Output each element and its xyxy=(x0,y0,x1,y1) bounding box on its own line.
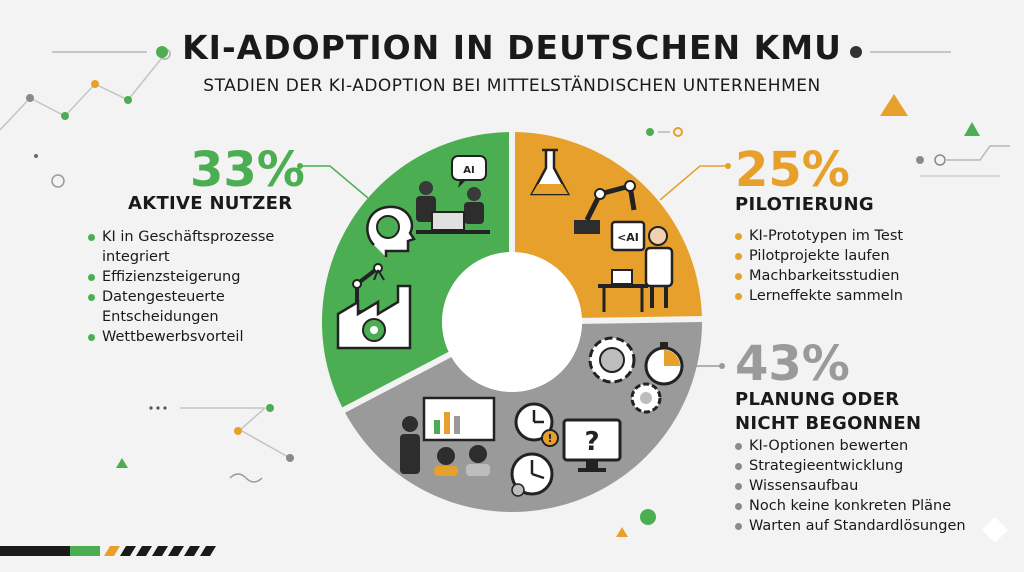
orange-connector xyxy=(659,165,728,201)
gray-slice-percent: 43% xyxy=(735,336,850,392)
svg-text:AI: AI xyxy=(463,165,474,176)
list-item: Machbarkeitsstudien xyxy=(733,266,963,286)
ai-chat-icon: AI xyxy=(451,155,487,188)
ai-screen-icon: <AI xyxy=(610,220,646,252)
lab-table-icon xyxy=(598,269,648,312)
business-people-icon xyxy=(416,181,490,234)
green-slice-heading: AKTIVE NUTZER xyxy=(128,193,293,214)
green-connector xyxy=(300,165,369,199)
list-item: KI in Geschäftsprozesse integriert xyxy=(86,227,301,267)
list-item: KI-Optionen bewerten xyxy=(733,436,983,456)
page-subtitle: STADIEN DER KI-ADOPTION BEI MITTELSTÄNDI… xyxy=(203,76,821,96)
list-item: Warten auf Standardlösungen xyxy=(733,516,983,536)
list-item: Wettbewerbsvorteil xyxy=(86,327,301,347)
list-item: Wissensaufbau xyxy=(733,476,983,496)
list-item: Lerneffekte sammeln xyxy=(733,286,963,306)
decorative-network-bottom-left xyxy=(116,404,294,483)
factory-gear-icon xyxy=(336,284,412,350)
decorative-diamond-bottom-right xyxy=(982,517,1008,543)
gray-connector-dot xyxy=(719,363,725,369)
presentation-icon xyxy=(400,396,496,476)
decorative-lines-left-title xyxy=(52,46,168,58)
clock-warning-icon: ! xyxy=(514,402,559,447)
list-item: Strategieentwicklung xyxy=(733,456,983,476)
decorative-network-right xyxy=(880,94,1010,177)
donut-center xyxy=(442,252,582,392)
list-item: Datengesteuerte Entscheidungen xyxy=(86,287,301,327)
orange-slice-percent: 25% xyxy=(735,142,850,198)
list-item: Pilotprojekte laufen xyxy=(733,246,963,266)
green-slice-percent: 33% xyxy=(190,142,305,198)
gray-slice-heading: PLANUNG ODER NICHT BEGONNEN xyxy=(735,389,922,434)
orange-connector-dot xyxy=(725,163,731,169)
stopwatch-icon xyxy=(644,342,684,386)
svg-text:<AI: <AI xyxy=(617,231,639,244)
green-connector-dot xyxy=(297,163,303,169)
list-item: Effizienzsteigerung xyxy=(86,267,301,287)
decorative-shapes-bottom-right xyxy=(616,509,656,537)
flask-icon xyxy=(529,148,571,196)
gray-slice-bullets: KI-Optionen bewerten Strategieentwicklun… xyxy=(733,436,983,536)
decorative-lines-right-title xyxy=(850,46,951,58)
list-item: Noch keine konkreten Pläne xyxy=(733,496,983,516)
question-monitor-icon: ? xyxy=(562,418,622,472)
clock-icon xyxy=(510,452,554,497)
decorative-stripes-bottom xyxy=(0,546,216,556)
gear-brain-icon xyxy=(588,336,662,414)
orange-slice-bullets: KI-Prototypen im Test Pilotprojekte lauf… xyxy=(733,226,963,306)
decorative-dots-top-center xyxy=(646,127,683,137)
list-item: KI-Prototypen im Test xyxy=(733,226,963,246)
scientist-icon xyxy=(644,226,674,308)
page-title: KI-ADOPTION IN DEUTSCHEN KMU xyxy=(182,28,842,67)
svg-text:!: ! xyxy=(547,432,552,445)
brain-head-icon xyxy=(366,205,416,257)
svg-text:?: ? xyxy=(584,427,599,457)
orange-slice-heading: PILOTIERUNG xyxy=(735,194,874,215)
green-slice-bullets: KI in Geschäftsprozesse integriert Effiz… xyxy=(86,227,301,347)
robot-arm-icon xyxy=(574,180,637,234)
